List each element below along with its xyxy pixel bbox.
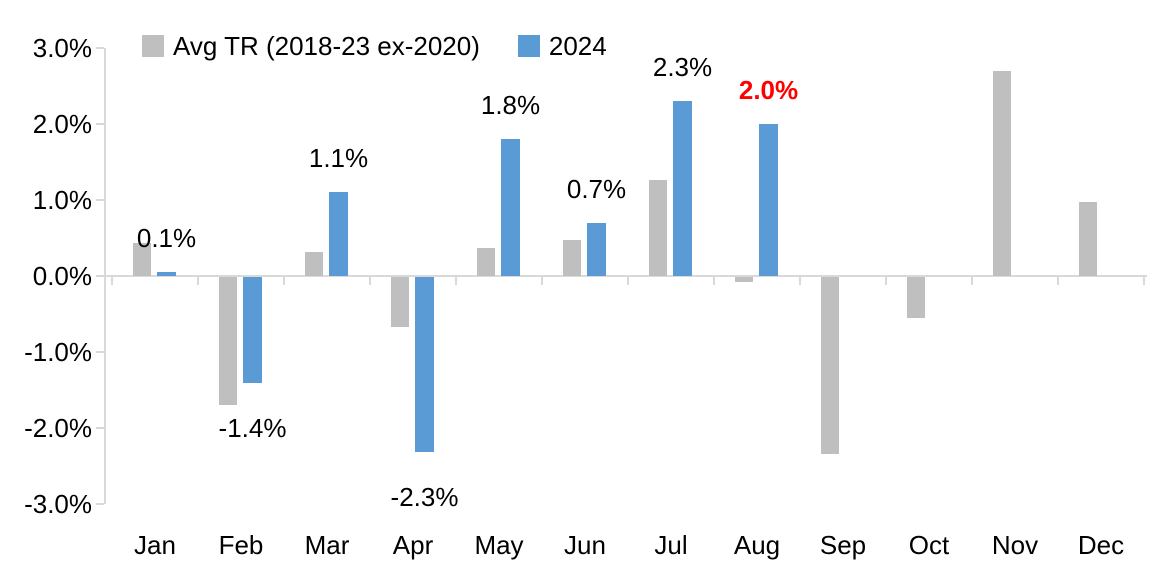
month-label: Mar <box>304 530 350 560</box>
bar-avg-tr-aug <box>735 277 753 282</box>
legend-label-2024: 2024 <box>548 31 607 61</box>
data-label-2024-mar: 1.1% <box>308 143 369 174</box>
bar-avg-tr-may <box>477 248 495 276</box>
bar-2024-jun <box>587 223 606 276</box>
x-axis-tick <box>885 277 887 285</box>
y-axis-tick <box>96 427 104 429</box>
data-label-2024-jun: 0.7% <box>566 173 627 204</box>
data-label-2024-apr: -2.3% <box>390 481 459 512</box>
y-tick-label: -1.0% <box>24 337 92 367</box>
month-label: Aug <box>733 530 781 560</box>
x-axis-tick <box>369 277 371 285</box>
month-label: Sep <box>819 530 867 560</box>
bar-avg-tr-dec <box>1079 202 1097 276</box>
x-axis-tick <box>627 277 629 285</box>
x-axis-tick <box>111 277 113 285</box>
bar-2024-aug <box>759 124 778 276</box>
data-label-2024-jul: 2.3% <box>652 52 713 83</box>
bar-avg-tr-nov <box>993 71 1011 276</box>
x-axis-tick <box>1057 277 1059 285</box>
bar-avg-tr-jul <box>649 180 667 276</box>
legend-swatch-avg-tr <box>142 35 164 57</box>
y-tick-label: -3.0% <box>24 489 92 519</box>
bar-2024-apr <box>415 277 434 452</box>
y-tick-label: -2.0% <box>24 413 92 443</box>
month-label: Dec <box>1077 530 1125 560</box>
bar-2024-feb <box>243 277 262 383</box>
month-label: Jun <box>564 530 606 560</box>
y-tick-label: 0.0% <box>32 261 92 291</box>
bar-2024-jul <box>673 101 692 276</box>
y-tick-label: 2.0% <box>32 109 92 139</box>
legend-label-avg-tr: Avg TR (2018-23 ex-2020) <box>173 31 480 61</box>
bar-avg-tr-feb <box>219 277 237 405</box>
month-label: May <box>474 530 524 560</box>
y-tick-label: 1.0% <box>32 185 92 215</box>
bar-2024-may <box>501 139 520 276</box>
x-axis-tick <box>713 277 715 285</box>
x-axis-tick <box>197 277 199 285</box>
legend-item-2024: 2024 <box>517 31 607 61</box>
bar-avg-tr-apr <box>391 277 409 327</box>
month-label: Feb <box>218 530 264 560</box>
data-label-2024-jan: 0.1% <box>136 223 197 254</box>
month-label: Apr <box>392 530 434 560</box>
x-axis-tick <box>455 277 457 285</box>
month-label: Jul <box>654 530 688 560</box>
legend-item-avg-tr: Avg TR (2018-23 ex-2020) <box>142 32 480 60</box>
x-axis-tick <box>283 277 285 285</box>
y-axis-tick <box>96 503 104 505</box>
data-label-2024-may: 1.8% <box>480 90 541 121</box>
y-axis-tick <box>96 275 104 277</box>
month-label: Oct <box>908 530 950 560</box>
data-label-2024-feb: -1.4% <box>218 413 287 444</box>
chart-legend: Avg TR (2018-23 ex-2020) 2024 <box>142 32 607 60</box>
bar-avg-tr-jun <box>563 240 581 276</box>
legend-swatch-2024 <box>517 35 540 57</box>
bar-2024-mar <box>329 192 348 276</box>
data-label-2024-aug: 2.0% <box>738 75 799 105</box>
month-label: Nov <box>991 530 1039 560</box>
y-axis-tick <box>96 199 104 201</box>
y-axis-tick <box>96 351 104 353</box>
x-axis-line <box>104 275 1147 277</box>
bar-avg-tr-oct <box>907 277 925 318</box>
y-axis-tick <box>96 47 104 49</box>
x-axis-tick <box>971 277 973 285</box>
bar-2024-jan <box>157 272 176 276</box>
y-axis-tick <box>96 123 104 125</box>
x-axis-tick <box>541 277 543 285</box>
x-axis-tick <box>799 277 801 285</box>
y-tick-label: 3.0% <box>32 33 92 63</box>
month-label: Jan <box>134 530 176 560</box>
bar-avg-tr-jan <box>133 243 151 276</box>
bar-avg-tr-sep <box>821 277 839 454</box>
bar-avg-tr-mar <box>305 252 323 276</box>
x-axis-tick <box>1143 277 1145 285</box>
